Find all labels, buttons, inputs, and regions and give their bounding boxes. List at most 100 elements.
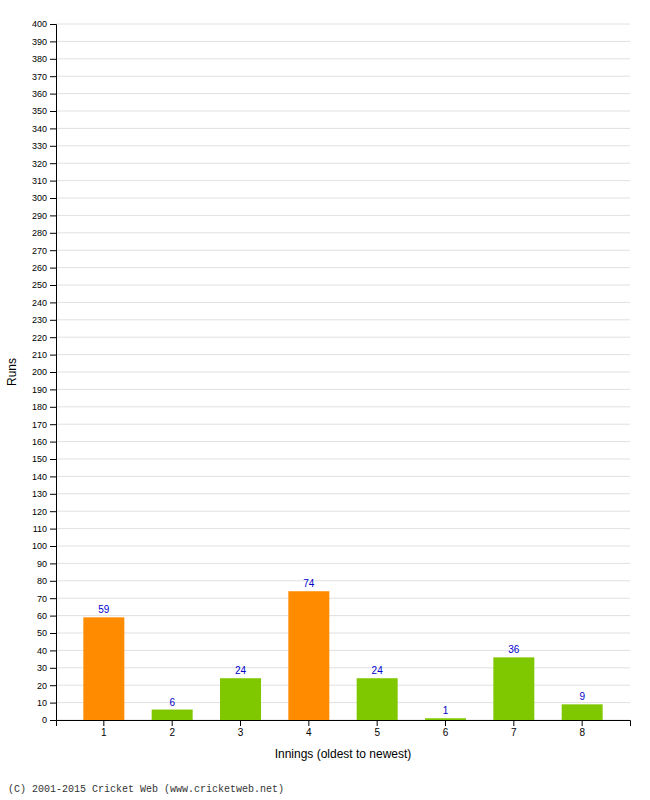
- tick: 140: [32, 472, 56, 482]
- grid-line: [56, 41, 630, 42]
- tick-label: 400: [32, 19, 47, 29]
- tick-label: 110: [33, 524, 47, 534]
- grid-line: [56, 93, 630, 94]
- tick-mark: [50, 320, 56, 321]
- tick: 8: [579, 720, 585, 738]
- tick: 230: [32, 315, 56, 325]
- tick-mark: [50, 389, 56, 390]
- tick-mark: [50, 128, 56, 129]
- tick-mark: [50, 650, 56, 651]
- tick: 70: [37, 594, 56, 604]
- tick: 300: [32, 193, 56, 203]
- data-label: 9: [579, 691, 585, 702]
- grid-line: [56, 459, 630, 460]
- tick: 4: [306, 720, 312, 738]
- bars: [83, 591, 602, 720]
- tick: 90: [37, 559, 56, 569]
- data-label: 74: [303, 578, 315, 589]
- grid: [56, 24, 630, 720]
- grid-line: [56, 24, 630, 25]
- tick: 6: [443, 720, 449, 738]
- tick-label: 290: [32, 211, 47, 221]
- grid-line: [56, 319, 630, 320]
- grid-line: [56, 232, 630, 233]
- tick: 370: [32, 72, 56, 82]
- tick-label: 370: [32, 72, 47, 82]
- tick-label: 320: [32, 159, 47, 169]
- tick-label: 8: [579, 727, 585, 738]
- tick-label: 150: [32, 454, 47, 464]
- tick-label: 4: [306, 727, 312, 738]
- tick-mark: [50, 633, 56, 634]
- tick-label: 160: [32, 437, 47, 447]
- data-label: 1: [443, 705, 449, 716]
- tick-mark: [50, 598, 56, 599]
- tick-label: 60: [37, 611, 47, 621]
- tick-mark: [50, 215, 56, 216]
- tick: 250: [32, 280, 56, 290]
- tick-label: 90: [37, 559, 47, 569]
- grid-line: [56, 702, 630, 703]
- bar: [83, 617, 124, 720]
- grid-line: [56, 163, 630, 164]
- tick-mark: [103, 720, 104, 726]
- tick-mark: [50, 372, 56, 373]
- grid-line: [56, 685, 630, 686]
- tick-mark: [445, 720, 446, 726]
- tick: 310: [32, 176, 56, 186]
- tick-label: 390: [32, 37, 47, 47]
- grid-line: [56, 633, 630, 634]
- grid-line: [56, 76, 630, 77]
- tick-mark: [50, 198, 56, 199]
- tick-label: 260: [32, 263, 47, 273]
- y-axis-title: Runs: [5, 358, 19, 386]
- tick: 360: [32, 89, 56, 99]
- tick-mark: [172, 720, 173, 726]
- tick-label: 40: [37, 646, 47, 656]
- grid-line: [56, 285, 630, 286]
- tick-label: 2: [169, 727, 175, 738]
- tick: 220: [32, 333, 56, 343]
- axis-line: [50, 25, 57, 721]
- tick: 5: [374, 720, 380, 738]
- tick-mark: [50, 459, 56, 460]
- tick-label: 50: [37, 628, 47, 638]
- tick-mark: [50, 668, 56, 669]
- tick-mark: [50, 94, 56, 95]
- chart: 5962474241369010203040506070809010011012…: [0, 0, 650, 800]
- tick-label: 120: [32, 507, 47, 517]
- tick-mark: [50, 233, 56, 234]
- bar: [220, 678, 261, 720]
- tick-label: 220: [32, 333, 47, 343]
- tick-mark: [50, 616, 56, 617]
- tick-mark: [582, 720, 583, 726]
- grid-line: [56, 667, 630, 668]
- grid-line: [56, 546, 630, 547]
- tick-label: 3: [238, 727, 244, 738]
- tick: 80: [37, 576, 56, 586]
- grid-line: [56, 337, 630, 338]
- tick-mark: [50, 24, 56, 25]
- tick: 390: [32, 37, 56, 47]
- tick-mark: [50, 111, 56, 112]
- grid-line: [56, 615, 630, 616]
- tick-mark: [50, 424, 56, 425]
- tick-mark: [50, 181, 56, 182]
- tick-mark: [50, 581, 56, 582]
- bar: [493, 657, 534, 720]
- tick-mark: [50, 285, 56, 286]
- tick-mark: [50, 59, 56, 60]
- tick-mark: [50, 407, 56, 408]
- tick: 160: [32, 437, 56, 447]
- tick: 7: [511, 720, 517, 738]
- grid-line: [56, 180, 630, 181]
- tick-mark: [50, 268, 56, 269]
- tick-mark: [50, 355, 56, 356]
- tick: 240: [32, 298, 56, 308]
- grid-line: [56, 354, 630, 355]
- tick-label: 280: [32, 228, 47, 238]
- grid-line: [56, 650, 630, 651]
- tick-label: 380: [32, 54, 47, 64]
- tick-mark: [50, 685, 56, 686]
- tick-label: 340: [32, 124, 47, 134]
